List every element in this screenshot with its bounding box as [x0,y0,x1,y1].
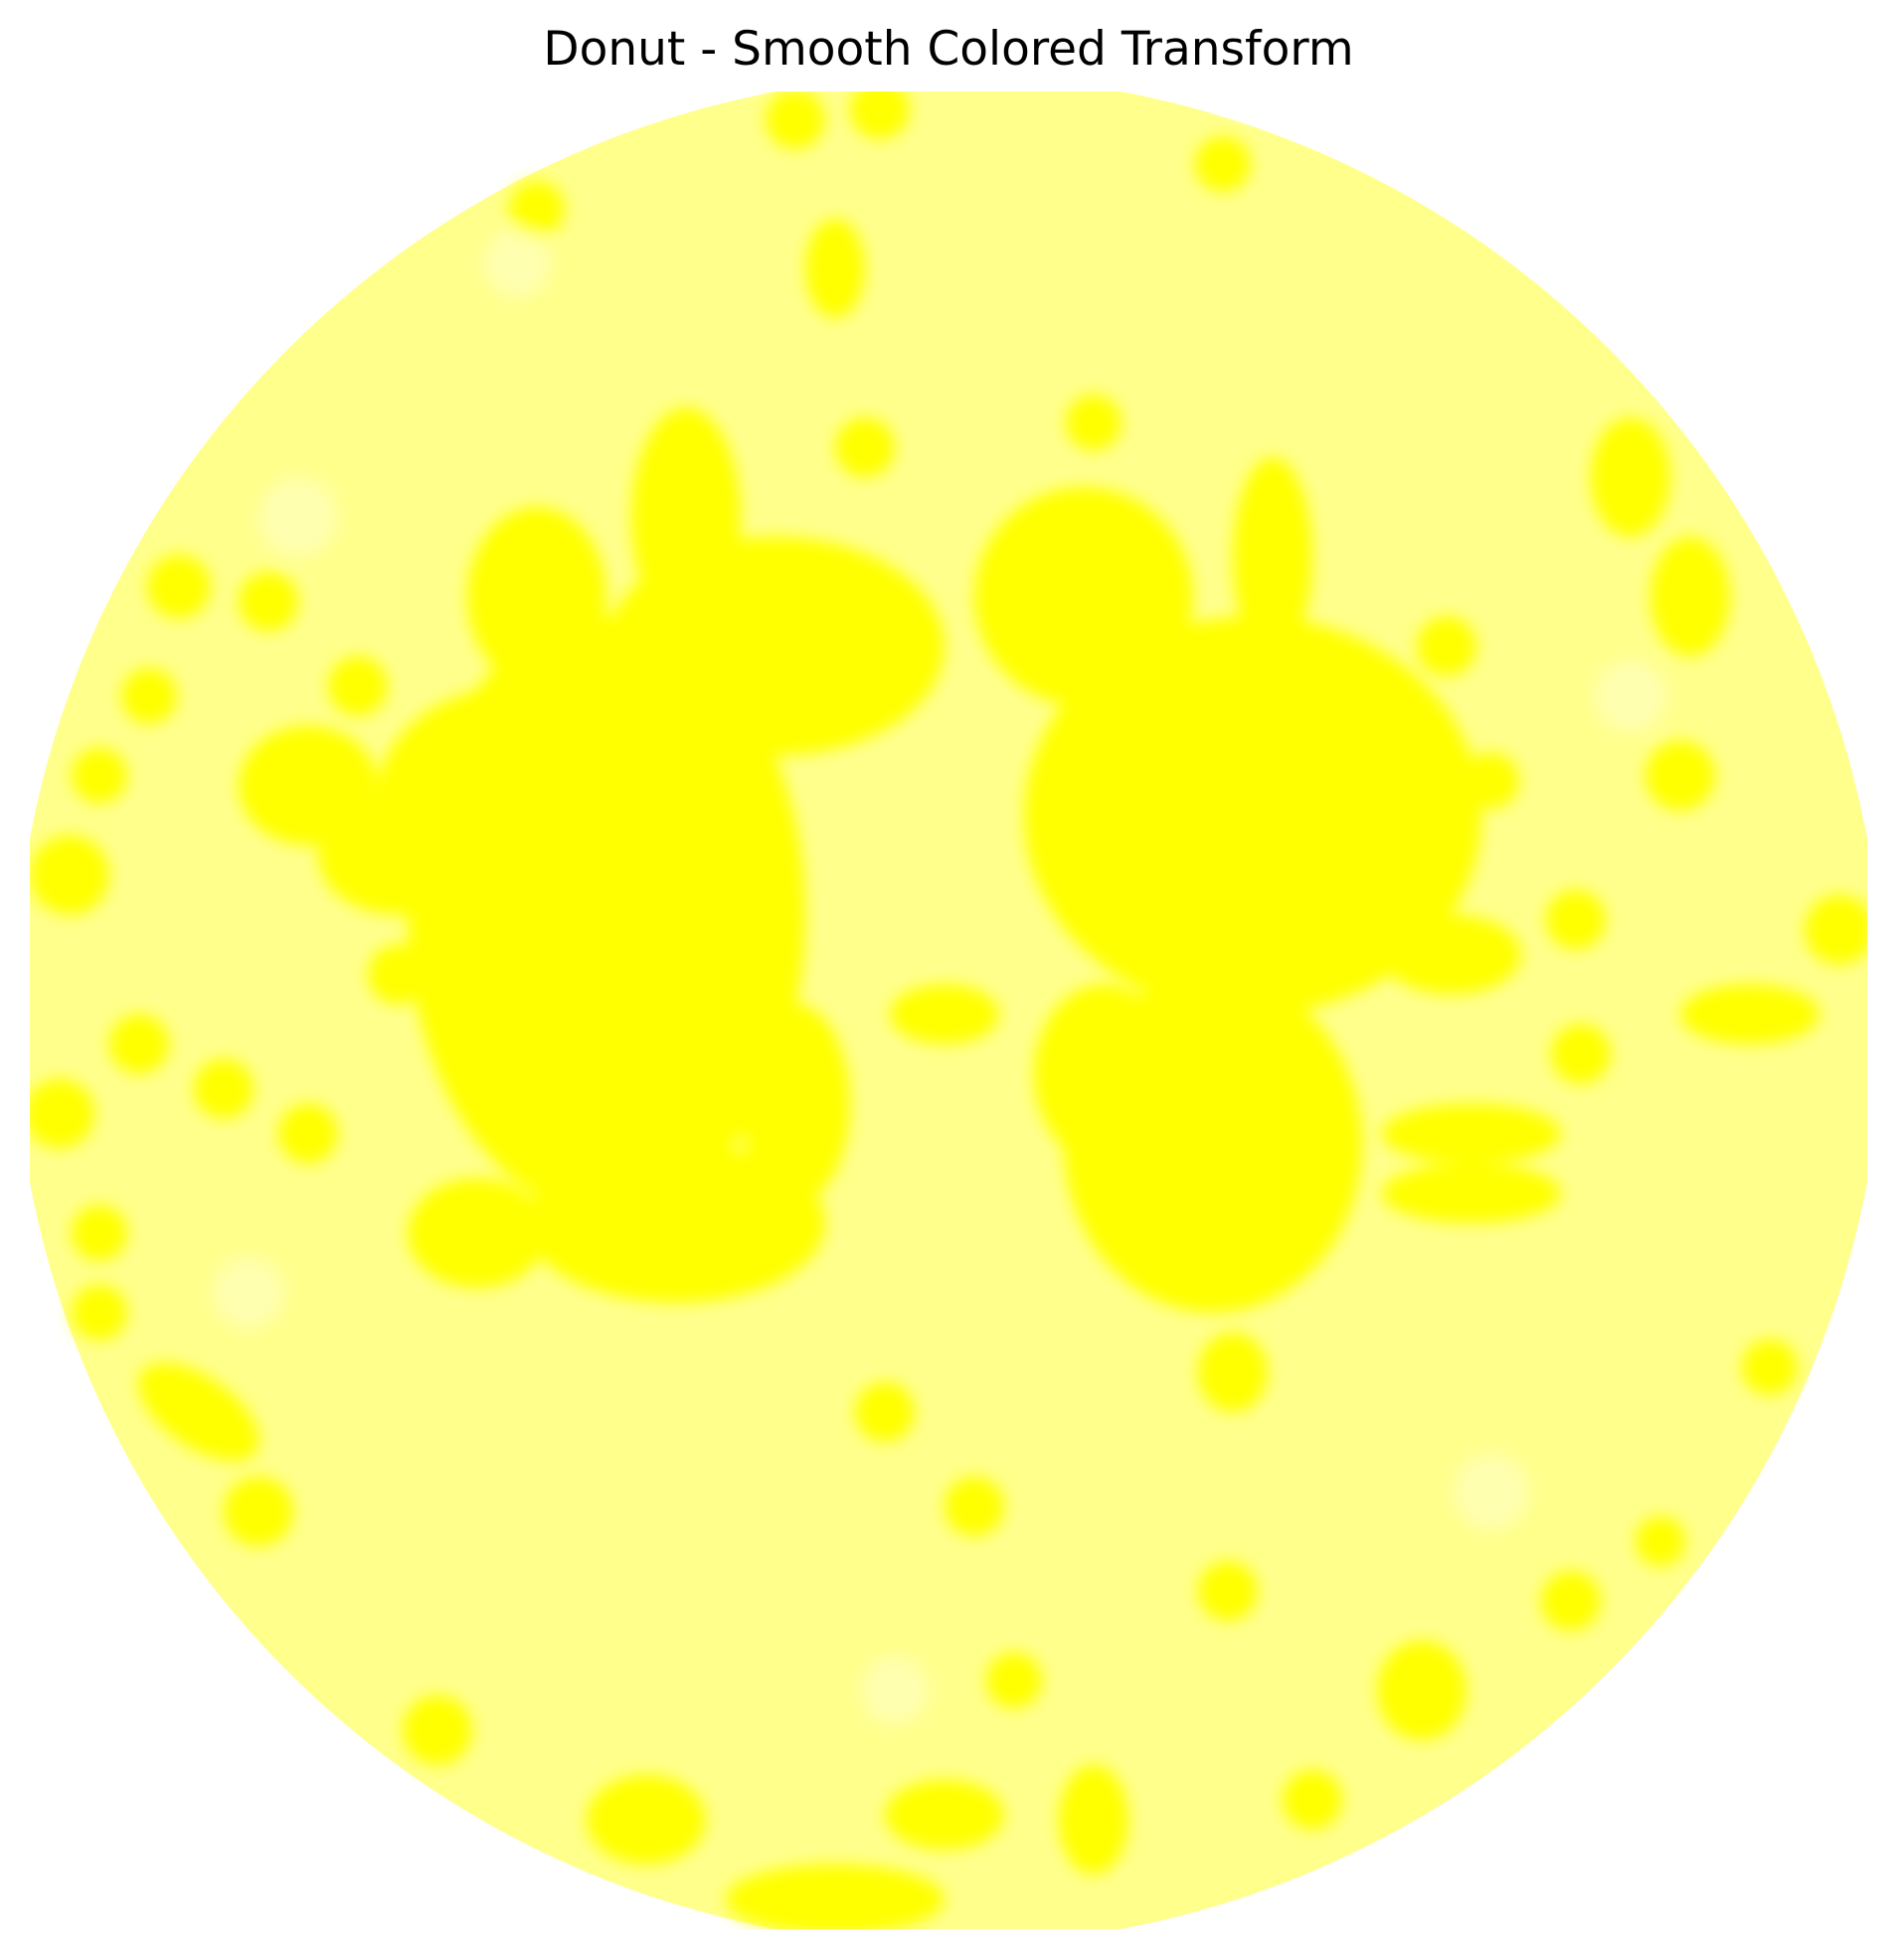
bright-spot [1742,1339,1798,1395]
bright-spot [805,219,865,318]
bright-spot [1059,1765,1128,1874]
bright-spot [194,1059,254,1119]
bright-spot [587,1775,706,1865]
bright-mass [408,1178,547,1288]
bright-mass [741,1004,850,1203]
bright-mass [1382,1104,1561,1163]
bright-spot [1805,895,1867,965]
bright-spot [1417,617,1476,676]
bright-mass [974,487,1193,706]
bright-mass [606,537,945,756]
light-speckle [483,230,551,297]
bright-spot [1645,741,1715,810]
bright-spot [1591,418,1670,537]
bright-spot [30,1079,94,1149]
light-speckle [1595,660,1666,732]
figure-title: Donut - Smooth Colored Transform [543,22,1354,77]
bright-mass [1382,915,1521,994]
bright-spot [239,572,298,631]
bright-spot [890,984,999,1044]
bright-spot [30,835,109,915]
bright-spot [855,1382,915,1442]
bright-mass [527,1144,825,1303]
donut-disc [30,91,1867,1929]
bright-mass [1034,984,1173,1163]
bright-mass [1382,1163,1561,1223]
bright-mass [318,796,477,915]
bright-mass [467,507,606,686]
bright-mass [1233,457,1312,656]
bright-spot [509,181,565,237]
bright-spot [850,91,910,139]
bright-spot [72,748,127,803]
bright-spot [1198,1561,1258,1621]
bright-spot [1195,136,1251,192]
light-speckle [259,477,338,557]
bright-spot [986,1653,1042,1708]
bright-spot [147,555,211,619]
bright-spot [1541,1571,1601,1631]
bright-spot [1680,984,1819,1044]
bright-spot [403,1695,472,1765]
bright-spot [766,91,825,149]
bright-mass [1024,617,1481,1014]
bright-spot [328,656,388,716]
light-speckle [213,1257,284,1329]
bright-spot [1650,537,1730,656]
bright-spot [945,1477,1004,1536]
bright-spot [885,1780,1004,1850]
bright-mass [1198,1333,1268,1412]
bright-spot [72,1285,127,1340]
bright-spot [1066,395,1121,450]
bright-spot [1636,1516,1685,1566]
bright-spot [72,1205,127,1261]
light-speckle [861,1657,929,1724]
bright-spot [121,668,177,724]
bright-spot [1377,1641,1466,1740]
bright-spot [1546,890,1606,950]
bright-spot [835,418,895,477]
bright-spot [1283,1770,1342,1830]
bright-spot [138,1362,259,1462]
light-speckle [1454,1454,1529,1529]
bright-spot [726,1865,945,1929]
bright-spot [278,1104,338,1163]
bright-spot [368,945,428,1004]
bright-spot [224,1477,293,1546]
bright-spot [1464,753,1519,808]
bright-spot [109,1014,169,1074]
bright-spot [1551,1024,1611,1084]
